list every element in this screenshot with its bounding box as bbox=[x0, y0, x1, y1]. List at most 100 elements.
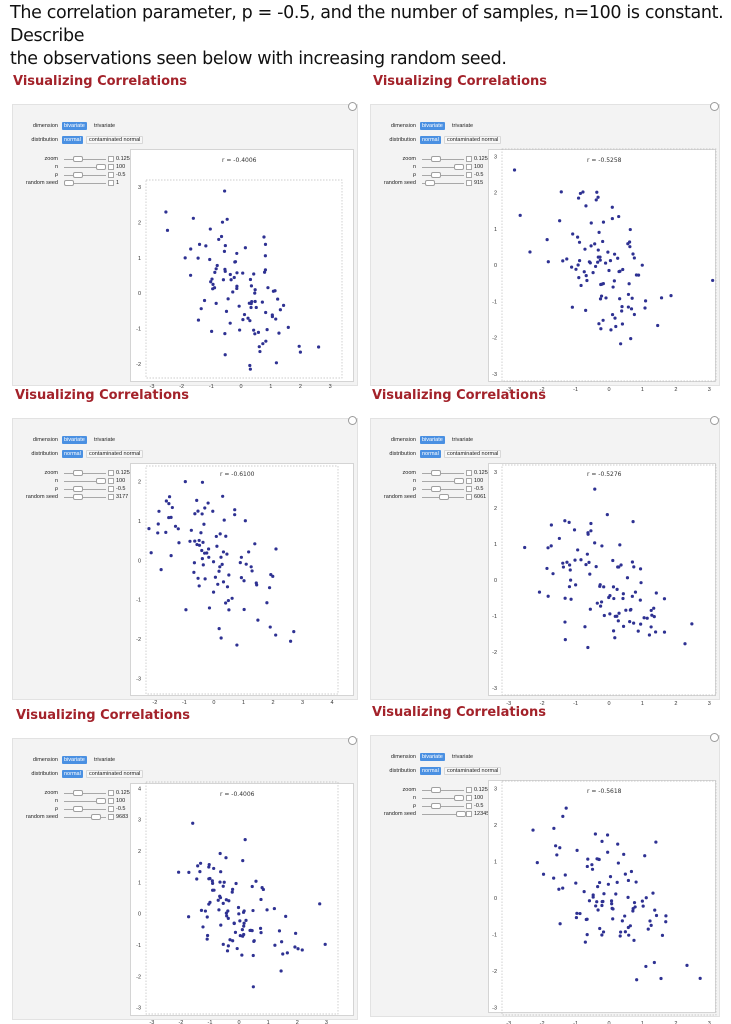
normal-button[interactable]: normal bbox=[420, 136, 441, 144]
contaminated-normal-button[interactable]: contaminated normal bbox=[86, 136, 144, 144]
random-seed-slider[interactable] bbox=[422, 814, 464, 815]
random-seed-slider[interactable] bbox=[64, 183, 106, 184]
trivariate-button[interactable]: trivariate bbox=[94, 757, 116, 763]
random-seed-expand-icon[interactable] bbox=[108, 494, 114, 500]
options-gear-icon[interactable] bbox=[348, 736, 357, 745]
zoom-expand-icon[interactable] bbox=[108, 790, 114, 796]
rho-slider-thumb[interactable] bbox=[430, 172, 441, 178]
zoom-slider-thumb[interactable] bbox=[72, 470, 83, 476]
random-seed-expand-icon[interactable] bbox=[466, 494, 472, 500]
options-gear-icon[interactable] bbox=[348, 102, 357, 111]
n-slider-thumb[interactable] bbox=[454, 164, 465, 170]
rho-slider-thumb[interactable] bbox=[430, 803, 441, 809]
n-expand-icon[interactable] bbox=[108, 478, 114, 484]
zoom-slider-thumb[interactable] bbox=[430, 156, 441, 162]
zoom-slider[interactable] bbox=[64, 159, 106, 160]
random-seed-expand-icon[interactable] bbox=[466, 180, 472, 186]
random-seed-expand-icon[interactable] bbox=[466, 811, 472, 817]
rho-slider-thumb[interactable] bbox=[72, 806, 83, 812]
trivariate-button[interactable]: trivariate bbox=[94, 123, 116, 129]
n-expand-icon[interactable] bbox=[108, 798, 114, 804]
rho-expand-icon[interactable] bbox=[466, 803, 472, 809]
rho-slider-thumb[interactable] bbox=[72, 486, 83, 492]
rho-expand-icon[interactable] bbox=[108, 486, 114, 492]
rho-slider[interactable] bbox=[64, 489, 106, 490]
trivariate-button[interactable]: trivariate bbox=[452, 754, 474, 760]
contaminated-normal-button[interactable]: contaminated normal bbox=[444, 767, 502, 775]
zoom-slider[interactable] bbox=[422, 790, 464, 791]
options-gear-icon[interactable] bbox=[710, 416, 719, 425]
normal-button[interactable]: normal bbox=[62, 770, 83, 778]
random-seed-expand-icon[interactable] bbox=[108, 814, 114, 820]
bivariate-button[interactable]: bivariate bbox=[420, 753, 445, 761]
rho-slider[interactable] bbox=[422, 175, 464, 176]
rho-slider-thumb[interactable] bbox=[72, 172, 83, 178]
n-slider-thumb[interactable] bbox=[454, 795, 465, 801]
bivariate-button[interactable]: bivariate bbox=[62, 122, 87, 130]
normal-button[interactable]: normal bbox=[62, 450, 83, 458]
n-slider[interactable] bbox=[64, 481, 106, 482]
rho-expand-icon[interactable] bbox=[108, 806, 114, 812]
normal-button[interactable]: normal bbox=[420, 450, 441, 458]
random-seed-slider[interactable] bbox=[422, 183, 464, 184]
random-seed-expand-icon[interactable] bbox=[108, 180, 114, 186]
rho-slider[interactable] bbox=[64, 809, 106, 810]
rho-slider[interactable] bbox=[422, 806, 464, 807]
zoom-slider-thumb[interactable] bbox=[72, 790, 83, 796]
bivariate-button[interactable]: bivariate bbox=[420, 122, 445, 130]
zoom-slider[interactable] bbox=[422, 159, 464, 160]
rho-slider[interactable] bbox=[64, 175, 106, 176]
n-slider-thumb[interactable] bbox=[96, 798, 107, 804]
trivariate-button[interactable]: trivariate bbox=[94, 437, 116, 443]
random-seed-slider[interactable] bbox=[64, 817, 106, 818]
n-expand-icon[interactable] bbox=[466, 795, 472, 801]
zoom-slider[interactable] bbox=[422, 473, 464, 474]
normal-button[interactable]: normal bbox=[420, 767, 441, 775]
n-slider[interactable] bbox=[422, 167, 464, 168]
random-seed-slider-thumb[interactable] bbox=[90, 814, 101, 820]
contaminated-normal-button[interactable]: contaminated normal bbox=[86, 770, 144, 778]
n-slider-thumb[interactable] bbox=[96, 478, 107, 484]
options-gear-icon[interactable] bbox=[348, 416, 357, 425]
rho-slider[interactable] bbox=[422, 489, 464, 490]
rho-expand-icon[interactable] bbox=[108, 172, 114, 178]
zoom-slider-thumb[interactable] bbox=[72, 156, 83, 162]
random-seed-slider[interactable] bbox=[64, 497, 106, 498]
n-slider[interactable] bbox=[64, 167, 106, 168]
trivariate-button[interactable]: trivariate bbox=[452, 123, 474, 129]
n-slider[interactable] bbox=[64, 801, 106, 802]
rho-slider-thumb[interactable] bbox=[430, 486, 441, 492]
zoom-expand-icon[interactable] bbox=[466, 156, 472, 162]
n-slider[interactable] bbox=[422, 798, 464, 799]
zoom-expand-icon[interactable] bbox=[108, 156, 114, 162]
contaminated-normal-button[interactable]: contaminated normal bbox=[86, 450, 144, 458]
n-expand-icon[interactable] bbox=[108, 164, 114, 170]
random-seed-slider-thumb[interactable] bbox=[424, 180, 435, 186]
bivariate-button[interactable]: bivariate bbox=[420, 436, 445, 444]
zoom-slider-thumb[interactable] bbox=[430, 470, 441, 476]
random-seed-slider-thumb[interactable] bbox=[456, 811, 466, 817]
zoom-slider[interactable] bbox=[64, 473, 106, 474]
n-slider-thumb[interactable] bbox=[454, 478, 465, 484]
n-expand-icon[interactable] bbox=[466, 164, 472, 170]
n-slider[interactable] bbox=[422, 481, 464, 482]
options-gear-icon[interactable] bbox=[710, 102, 719, 111]
zoom-expand-icon[interactable] bbox=[466, 787, 472, 793]
bivariate-button[interactable]: bivariate bbox=[62, 436, 87, 444]
random-seed-slider-thumb[interactable] bbox=[439, 494, 449, 500]
rho-expand-icon[interactable] bbox=[466, 172, 472, 178]
rho-expand-icon[interactable] bbox=[466, 486, 472, 492]
zoom-slider[interactable] bbox=[64, 793, 106, 794]
contaminated-normal-button[interactable]: contaminated normal bbox=[444, 136, 502, 144]
random-seed-slider-thumb[interactable] bbox=[72, 494, 83, 500]
n-slider-thumb[interactable] bbox=[96, 164, 107, 170]
zoom-expand-icon[interactable] bbox=[466, 470, 472, 476]
normal-button[interactable]: normal bbox=[62, 136, 83, 144]
trivariate-button[interactable]: trivariate bbox=[452, 437, 474, 443]
options-gear-icon[interactable] bbox=[710, 733, 719, 742]
zoom-expand-icon[interactable] bbox=[108, 470, 114, 476]
contaminated-normal-button[interactable]: contaminated normal bbox=[444, 450, 502, 458]
random-seed-slider-thumb[interactable] bbox=[64, 180, 74, 186]
bivariate-button[interactable]: bivariate bbox=[62, 756, 87, 764]
zoom-slider-thumb[interactable] bbox=[430, 787, 441, 793]
